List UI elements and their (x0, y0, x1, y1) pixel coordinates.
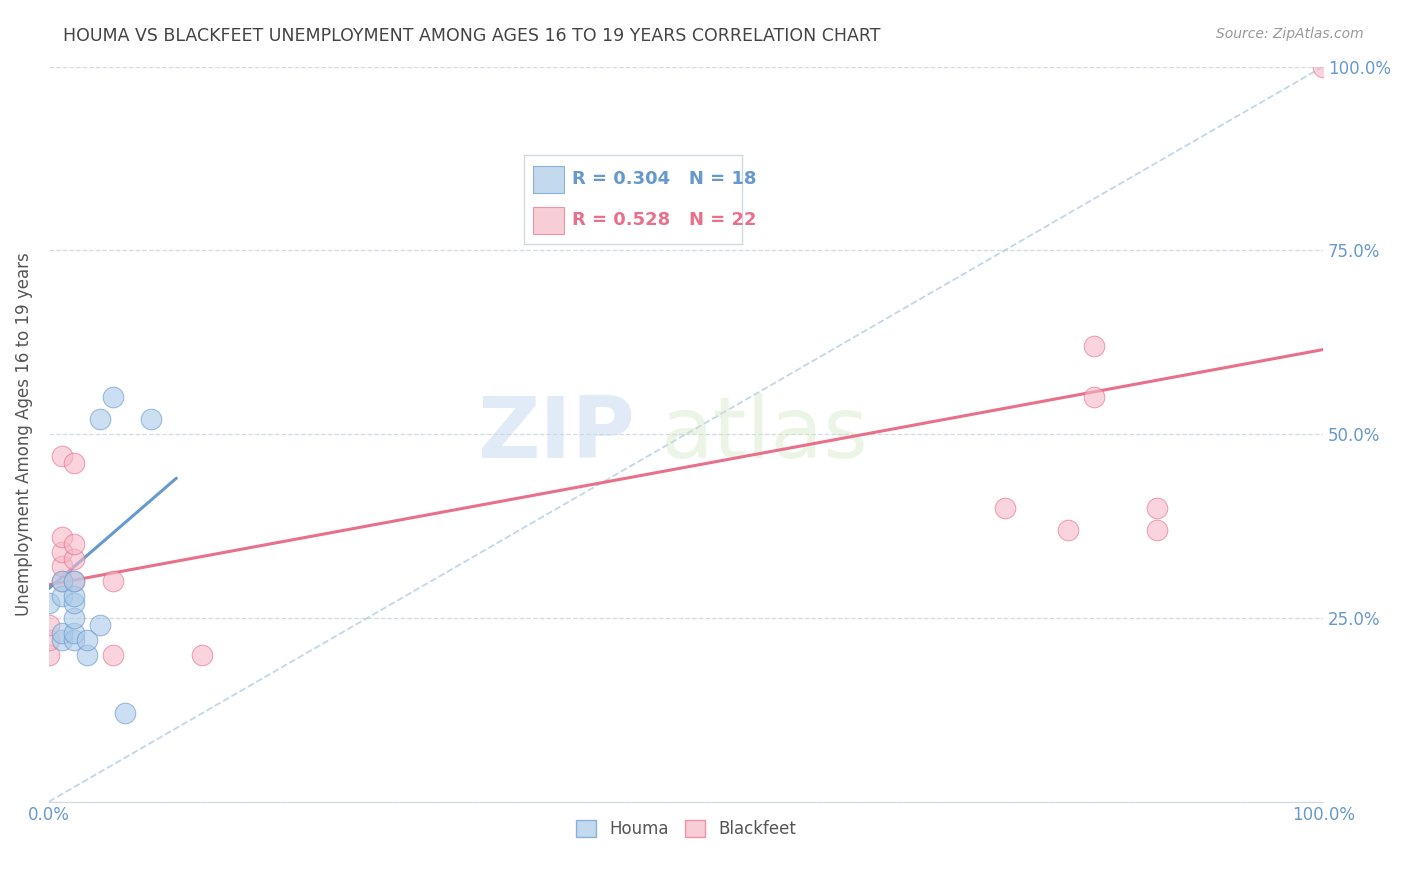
Point (51, 589, 73, 603)
Text: HOUMA VS BLACKFEET UNEMPLOYMENT AMONG AGES 16 TO 19 YEARS CORRELATION CHART: HOUMA VS BLACKFEET UNEMPLOYMENT AMONG AG… (63, 27, 880, 45)
Point (1146, 500, 1168, 515)
Point (63, 537, 86, 551)
Point (191, 648, 214, 662)
Y-axis label: Unemployment Among Ages 16 to 19 years: Unemployment Among Ages 16 to 19 years (15, 252, 32, 616)
Point (63, 625, 86, 640)
Point (38, 596, 60, 610)
Point (38, 618, 60, 632)
Point (63, 574, 86, 588)
Bar (533, 207, 564, 234)
Point (1057, 523, 1080, 537)
Point (51, 574, 73, 588)
Point (51, 574, 73, 588)
Point (51, 559, 73, 574)
Point (63, 632, 86, 647)
Point (51, 544, 73, 558)
Point (1083, 339, 1105, 353)
Point (38, 632, 60, 647)
Point (51, 625, 73, 640)
Text: ZIP: ZIP (478, 392, 636, 475)
Point (38, 648, 60, 662)
Point (63, 574, 86, 588)
Point (1083, 390, 1105, 404)
Point (51, 530, 73, 544)
Point (63, 457, 86, 471)
Point (101, 390, 124, 404)
Text: Source: ZipAtlas.com: Source: ZipAtlas.com (1216, 27, 1364, 41)
Point (51, 632, 73, 647)
Point (63, 596, 86, 610)
Point (994, 500, 1017, 515)
Point (1146, 523, 1168, 537)
Legend: Houma, Blackfeet: Houma, Blackfeet (569, 814, 803, 845)
Point (101, 648, 124, 662)
Point (63, 611, 86, 625)
Point (139, 412, 162, 426)
Text: R = 0.304   N = 18: R = 0.304 N = 18 (572, 170, 756, 188)
Point (63, 552, 86, 566)
Point (1312, 60, 1334, 74)
Text: R = 0.528   N = 22: R = 0.528 N = 22 (572, 211, 756, 229)
Point (76, 648, 98, 662)
Point (76, 632, 98, 647)
Point (114, 706, 136, 721)
Point (89, 618, 111, 632)
Point (89, 412, 111, 426)
Text: atlas: atlas (661, 392, 869, 475)
Point (51, 449, 73, 463)
Point (101, 574, 124, 588)
Bar (533, 166, 564, 193)
Point (63, 589, 86, 603)
